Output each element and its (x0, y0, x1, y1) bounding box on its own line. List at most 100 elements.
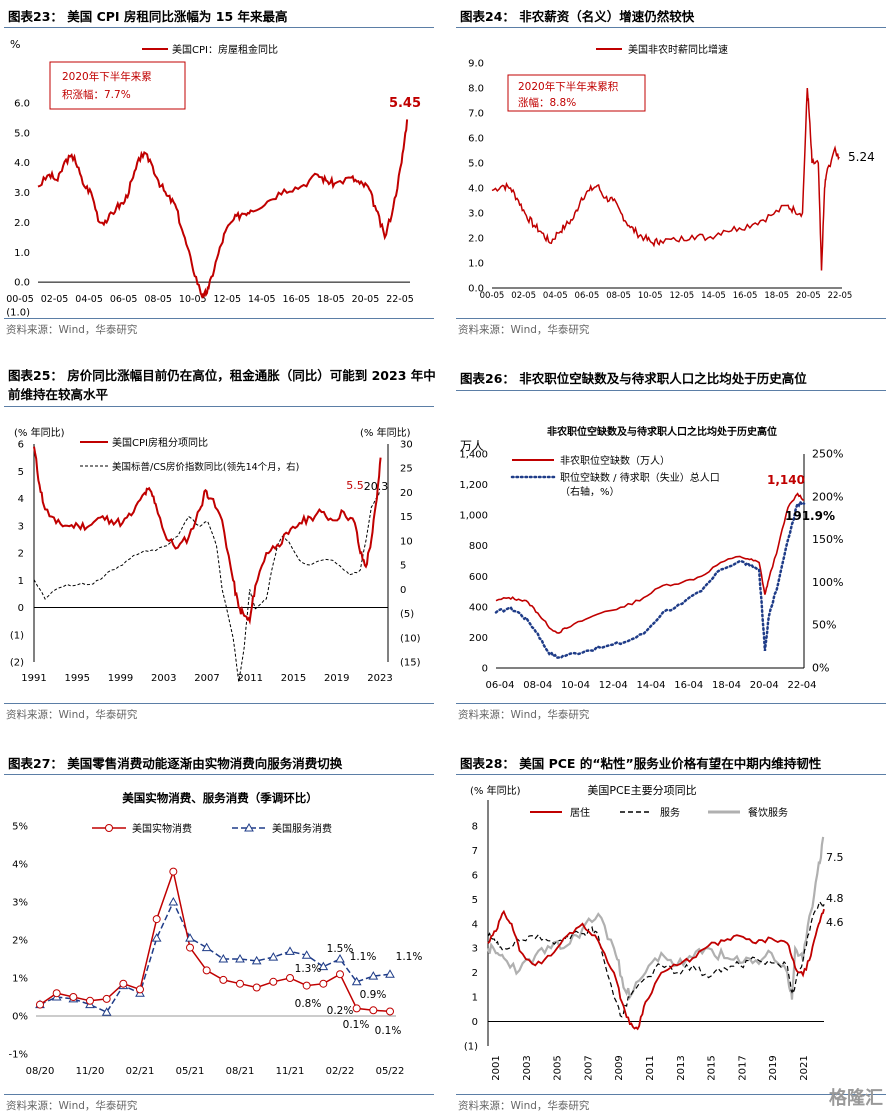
fig28-bottom-rule (456, 1094, 886, 1095)
fig24-series-wage (491, 87, 840, 271)
fig28-y-tick-2: 6 (472, 870, 478, 881)
fig24-xtick-10: 20-05 (796, 291, 821, 301)
fig23-xtick-0: 00-05 (6, 294, 34, 305)
fig24-y-tick-8: 1.0 (468, 259, 484, 270)
fig26-xtick-8: 22-04 (787, 680, 816, 691)
fig25-source: 资料来源：Wind，华泰研究 (6, 709, 138, 721)
fig27-services-marker-20 (368, 971, 379, 980)
fig27-goods-marker-6 (136, 985, 144, 994)
fig27-y-tick-5: 0% (12, 1012, 28, 1023)
fig24-y-tick-1: 8.0 (468, 84, 484, 95)
fig26-xtick-4: 14-04 (636, 680, 665, 691)
fig28-y-tick-4: 4 (472, 919, 478, 930)
fig27-goods-marker-0 (36, 1000, 44, 1009)
fig23-xtick-9: 18-05 (317, 294, 345, 305)
fig23-y-tick-1: 5.0 (14, 128, 30, 139)
fig27-goods-marker-2 (69, 993, 78, 1001)
fig25-bottom-rule (4, 703, 434, 704)
fig27-goods-marker-15 (286, 974, 294, 982)
fig25-yr-tick-4: 10 (400, 536, 413, 547)
fig26-top-rule (456, 390, 886, 391)
fig27-data-label-7: 0.1% (343, 1019, 370, 1031)
fig25-yr-tick-8: (10) (400, 633, 421, 644)
fig28-series-services (487, 900, 825, 1018)
fig26-legend-label-1b: （右轴，%） (560, 485, 620, 498)
fig24-y-tick-7: 2.0 (468, 234, 484, 245)
fig25-legend-label-1: 美国标普/CS房价指数同比(领先14个月，右) (112, 461, 299, 473)
fig23-y-tick-7: (1.0) (6, 308, 30, 319)
fig26-yl-tick-2: 1,000 (459, 511, 488, 522)
fig28-y-tick-5: 3 (472, 944, 478, 955)
fig25-yr-tick-1: 25 (400, 464, 413, 475)
fig28-y-tick-7: 1 (472, 993, 478, 1004)
fig28-xtick-9: 2019 (768, 1055, 779, 1080)
fig24-top-rule (456, 27, 886, 28)
fig24-xtick-6: 12-05 (669, 291, 694, 301)
fig28-xtick-0: 2001 (491, 1055, 502, 1080)
fig26-yl-tick-4: 600 (469, 572, 488, 583)
fig24-y-tick-0: 9.0 (468, 59, 484, 70)
fig27-services-marker-17 (318, 961, 329, 971)
fig23-xtick-5: 10-05 (179, 294, 207, 305)
fig25-title: 图表25： 房价同比涨幅目前仍在高位，租金通胀（同比）可能到 2023 年中前维… (8, 368, 436, 402)
fig26-legend-label-0: 非农职位空缺数（万人） (560, 454, 670, 467)
fig27-goods-marker-12 (236, 979, 244, 988)
fig23-top-rule (4, 27, 434, 28)
fig28-xtick-2: 2005 (553, 1055, 564, 1080)
fig25-chart: (% 年同比) (% 年同比)6543210(1)(2)302520151050(… (10, 426, 421, 684)
fig23-ylabel: % (10, 38, 20, 51)
fig23-xtick-6: 12-05 (213, 294, 241, 305)
fig26-legend-label-1a: 职位空缺数 / 待求职（失业）总人口 (560, 471, 720, 484)
fig27-y-tick-1: 4% (12, 860, 28, 871)
fig23-xtick-10: 20-05 (352, 294, 380, 305)
fig25-xtick-0: 1991 (21, 673, 46, 684)
fig25-xtick-3: 2003 (151, 673, 176, 684)
fig27-xtick-4: 08/21 (226, 1066, 255, 1077)
fig26-xtick-1: 08-04 (523, 680, 552, 691)
fig23-xtick-7: 14-05 (248, 294, 276, 305)
fig24-y-tick-5: 4.0 (468, 184, 484, 195)
fig27-title: 图表27： 美国零售消费动能逐渐由实物消费向服务消费切换 (8, 756, 343, 771)
fig23-legend-label: 美国CPI：房屋租金同比 (172, 43, 278, 56)
fig28-chart: 美国PCE主要分项同比 (% 年同比) 8 7 6 5 4 3 2 1 0 (1) 2001 2003 20… (464, 784, 844, 1081)
fig23-xtick-8: 16-05 (283, 294, 311, 305)
fig24-xtick-8: 16-05 (733, 291, 758, 301)
fig28-y-tick-8: 0 (472, 1017, 478, 1028)
fig28-series-housing (487, 908, 825, 1031)
fig25-xtick-2: 1999 (108, 673, 133, 684)
fig28-source: 资料来源：Wind，华泰研究 (458, 1100, 590, 1112)
fig24-xtick-4: 08-05 (606, 291, 631, 301)
fig27-goods-marker-3 (86, 996, 94, 1005)
fig24-y-tick-2: 7.0 (468, 109, 484, 120)
fig25-yl-tick-1: 5 (18, 467, 24, 478)
fig27-xtick-6: 02/22 (326, 1066, 355, 1077)
fig27-xtick-0: 08/20 (26, 1066, 55, 1077)
fig25-series-rent (33, 446, 382, 626)
fig26-xtick-6: 18-04 (712, 680, 741, 691)
fig25-top-rule (4, 406, 434, 407)
fig23-xtick-11: 22-05 (386, 294, 414, 305)
fig27-services-marker-11 (218, 953, 229, 963)
fig27-data-label-0: 1.5% (327, 943, 354, 955)
fig26-yr-tick-5: 0% (812, 662, 829, 675)
fig27-data-label-2: 1.1% (350, 951, 377, 963)
fig27-services-marker-21 (385, 969, 395, 978)
fig23-y-tick-5: 1.0 (14, 248, 30, 259)
watermark-logo: 格隆汇 (829, 1088, 883, 1109)
fig26-xtick-3: 12-04 (599, 680, 628, 691)
fig25-xtick-4: 2007 (194, 673, 219, 684)
fig27-goods-marker-10 (202, 966, 211, 975)
fig23-y-tick-3: 3.0 (14, 188, 30, 199)
fig28-y-tick-6: 2 (472, 968, 478, 979)
fig27-goods-marker-18 (336, 970, 344, 979)
fig27-chart: 美国实物消费、服务消费（季调环比） 5% 4% 3% 2% 1% 0% -1% 08/20 11/… (9, 791, 423, 1077)
fig27-services-marker-10 (201, 942, 212, 952)
fig27-services-marker-12 (235, 953, 245, 963)
fig25-yl-tick-4: 2 (18, 549, 24, 560)
fig24-xtick-1: 02-05 (511, 291, 536, 301)
fig26-yl-tick-6: 200 (469, 633, 488, 644)
fig26-yr-tick-4: 50% (812, 619, 836, 632)
fig26-yr-tick-0: 250% (812, 448, 843, 461)
fig27-services-marker-13 (251, 955, 262, 965)
fig28-xtick-6: 2013 (676, 1055, 687, 1080)
